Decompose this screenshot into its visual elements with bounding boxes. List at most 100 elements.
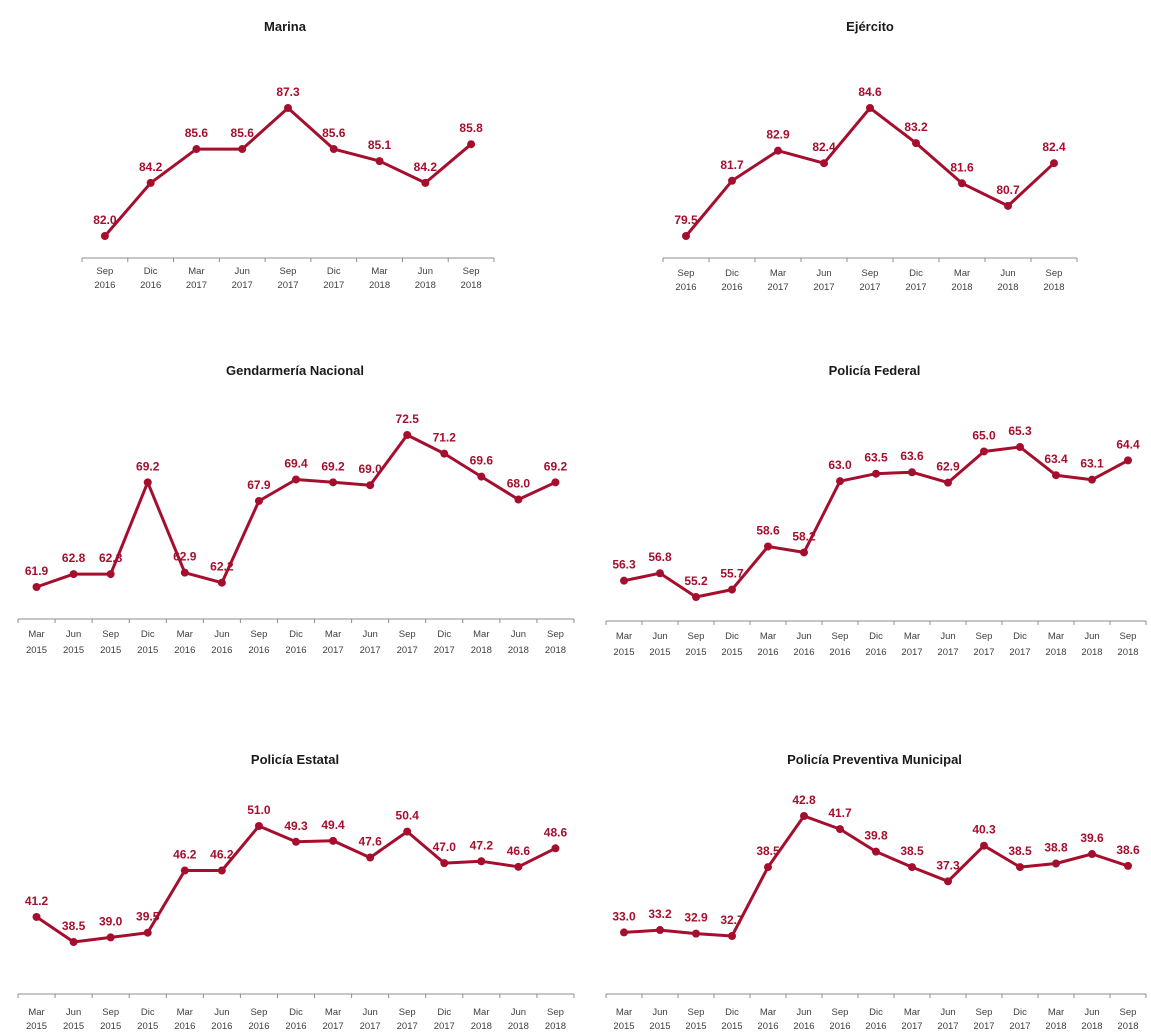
data-label: 41.2 <box>25 894 49 908</box>
chart-policia-estatal-plot: 41.2 38.5 39.0 39.5 46.2 46.2 51.0 49.3 49.4 47.6… <box>17 803 575 1032</box>
chart-policia-estatal: Policía Estatal 41.2 38.5 39.0 39.5 46.2 46.2… <box>10 746 580 1036</box>
data-point <box>692 929 700 938</box>
x-tick-label: Mar <box>325 1007 341 1018</box>
x-tick-label: 2016 <box>174 645 195 656</box>
data-point <box>620 928 628 937</box>
x-tick-label: Jun <box>940 1007 955 1018</box>
x-tick-label: 2018 <box>1117 1021 1138 1032</box>
data-label: 85.1 <box>368 138 392 152</box>
data-point <box>292 837 300 846</box>
data-point <box>944 877 952 886</box>
data-label: 42.8 <box>792 793 816 807</box>
data-point <box>800 812 808 820</box>
x-tick-label: Mar <box>760 1007 776 1018</box>
x-tick-label: Dic <box>869 1007 883 1018</box>
x-tick-label: 2017 <box>767 282 788 293</box>
x-tick-label: 2016 <box>211 1021 232 1032</box>
x-tick-label: 2016 <box>865 647 886 658</box>
data-point <box>682 232 690 240</box>
x-tick-label: 2016 <box>94 280 115 291</box>
x-tick-label: Dic <box>141 1007 155 1018</box>
x-tick-label: 2016 <box>285 645 306 656</box>
data-label: 38.5 <box>900 844 924 858</box>
data-label: 38.8 <box>1044 841 1068 855</box>
data-label: 46.2 <box>210 848 234 862</box>
data-point <box>692 593 700 601</box>
data-label: 63.6 <box>900 449 924 463</box>
data-point <box>254 822 263 830</box>
data-point <box>143 478 152 487</box>
x-tick-label: 2017 <box>937 647 958 658</box>
data-point <box>180 568 189 577</box>
series-line <box>684 106 1056 237</box>
data-point <box>836 477 844 486</box>
data-label: 37.3 <box>936 858 960 872</box>
x-tick-label: Sep <box>280 266 297 277</box>
data-point <box>800 548 808 557</box>
x-tick-label: 2018 <box>1081 647 1102 658</box>
data-point <box>774 146 782 155</box>
data-label: 84.6 <box>858 85 882 99</box>
data-label: 46.6 <box>507 844 531 858</box>
x-tick-label: 2015 <box>26 645 47 656</box>
data-label: 72.5 <box>396 412 420 426</box>
data-label: 82.9 <box>766 128 790 142</box>
data-label: 51.0 <box>247 803 271 817</box>
data-label: 47.0 <box>433 840 457 854</box>
x-tick-label: Mar <box>473 1007 489 1018</box>
data-point <box>1124 456 1132 465</box>
data-label: 62.9 <box>936 460 960 474</box>
data-label: 33.0 <box>612 909 636 923</box>
data-point <box>820 159 828 168</box>
data-label: 87.3 <box>276 85 300 99</box>
x-tick-label: Mar <box>904 631 920 642</box>
data-label: 65.3 <box>1008 424 1032 438</box>
data-label: 47.6 <box>358 835 382 849</box>
x-tick-label: 2017 <box>1009 647 1030 658</box>
data-label: 49.4 <box>321 818 345 832</box>
data-label: 81.7 <box>720 158 744 172</box>
x-tick-label: 2018 <box>508 1021 529 1032</box>
data-label: 48.6 <box>544 825 568 839</box>
data-label: 69.6 <box>470 454 494 468</box>
data-point <box>514 495 523 504</box>
x-tick-label: Sep <box>1120 1007 1137 1018</box>
x-tick-label: 2016 <box>248 1021 269 1032</box>
x-tick-label: Mar <box>760 631 776 642</box>
chart-title: Gendarmería Nacional <box>226 363 364 378</box>
x-tick-label: Jun <box>796 631 811 642</box>
x-tick-label: Dic <box>289 629 303 640</box>
x-tick-label: 2015 <box>100 645 121 656</box>
data-label: 85.6 <box>185 126 209 140</box>
x-tick-label: 2016 <box>721 282 742 293</box>
data-point <box>421 178 430 187</box>
x-tick-label: Sep <box>976 1007 993 1018</box>
x-tick-label: 2015 <box>613 1021 634 1032</box>
data-label: 83.2 <box>904 120 928 134</box>
data-label: 56.8 <box>648 550 672 564</box>
data-label: 62.9 <box>173 550 197 564</box>
data-point <box>836 825 844 834</box>
x-tick-label: Sep <box>102 1007 119 1018</box>
data-label: 38.5 <box>1008 844 1032 858</box>
data-point <box>1052 859 1060 868</box>
x-tick-label: 2017 <box>905 282 926 293</box>
x-tick-label: Dic <box>725 631 739 642</box>
data-point <box>980 841 988 850</box>
x-tick-label: Jun <box>816 268 831 279</box>
data-label: 33.2 <box>648 907 672 921</box>
x-tick-label: 2016 <box>757 647 778 658</box>
x-tick-label: Jun <box>796 1007 811 1018</box>
data-point <box>1016 863 1024 872</box>
data-label: 84.2 <box>139 160 163 174</box>
x-tick-label: 2015 <box>649 1021 670 1032</box>
data-label: 55.7 <box>720 567 744 581</box>
data-label: 69.2 <box>136 459 160 473</box>
x-tick-label: Sep <box>862 268 879 279</box>
data-point <box>192 145 201 154</box>
x-tick-label: Jun <box>66 629 81 640</box>
data-label: 67.9 <box>247 478 271 492</box>
data-label: 38.5 <box>756 844 780 858</box>
data-label: 69.2 <box>544 459 568 473</box>
data-point <box>477 857 486 866</box>
